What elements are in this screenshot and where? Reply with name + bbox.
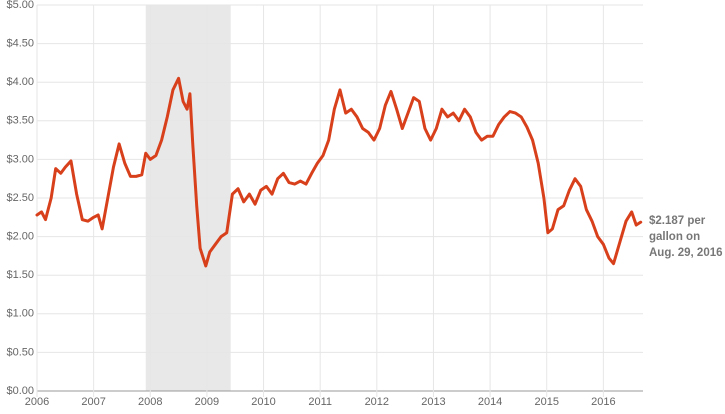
x-tick-label: 2015 [534,396,558,408]
y-tick-label: $3.00 [6,153,34,165]
x-tick-label: 2013 [421,396,445,408]
y-tick-label: $2.00 [6,231,34,243]
y-tick-label: $1.00 [6,308,34,320]
x-tick-label: 2008 [138,396,162,408]
annotation: Aug. 29, 2016 [649,247,723,259]
y-tick-label: $1.50 [6,269,34,281]
annotation: gallon on [649,231,700,243]
y-tick-label: $0.00 [6,385,34,397]
annotation: $2.187 per [649,215,706,227]
x-tick-label: 2009 [195,396,219,408]
x-tick-label: 2011 [308,396,332,408]
y-tick-label: $0.50 [6,346,34,358]
y-tick-label: $4.00 [6,76,34,88]
x-tick-label: 2016 [591,396,615,408]
x-tick-label: 2006 [25,396,49,408]
y-tick-label: $2.50 [6,192,34,204]
price-line [35,76,643,268]
x-tick-label: 2012 [365,396,389,408]
x-tick-label: 2010 [251,396,275,408]
y-tick-label: $3.50 [6,115,34,127]
y-tick-label: $4.50 [6,38,34,50]
x-tick-label: 2007 [81,396,105,408]
x-tick-label: 2014 [478,396,502,408]
y-tick-label: $5.00 [6,0,34,11]
